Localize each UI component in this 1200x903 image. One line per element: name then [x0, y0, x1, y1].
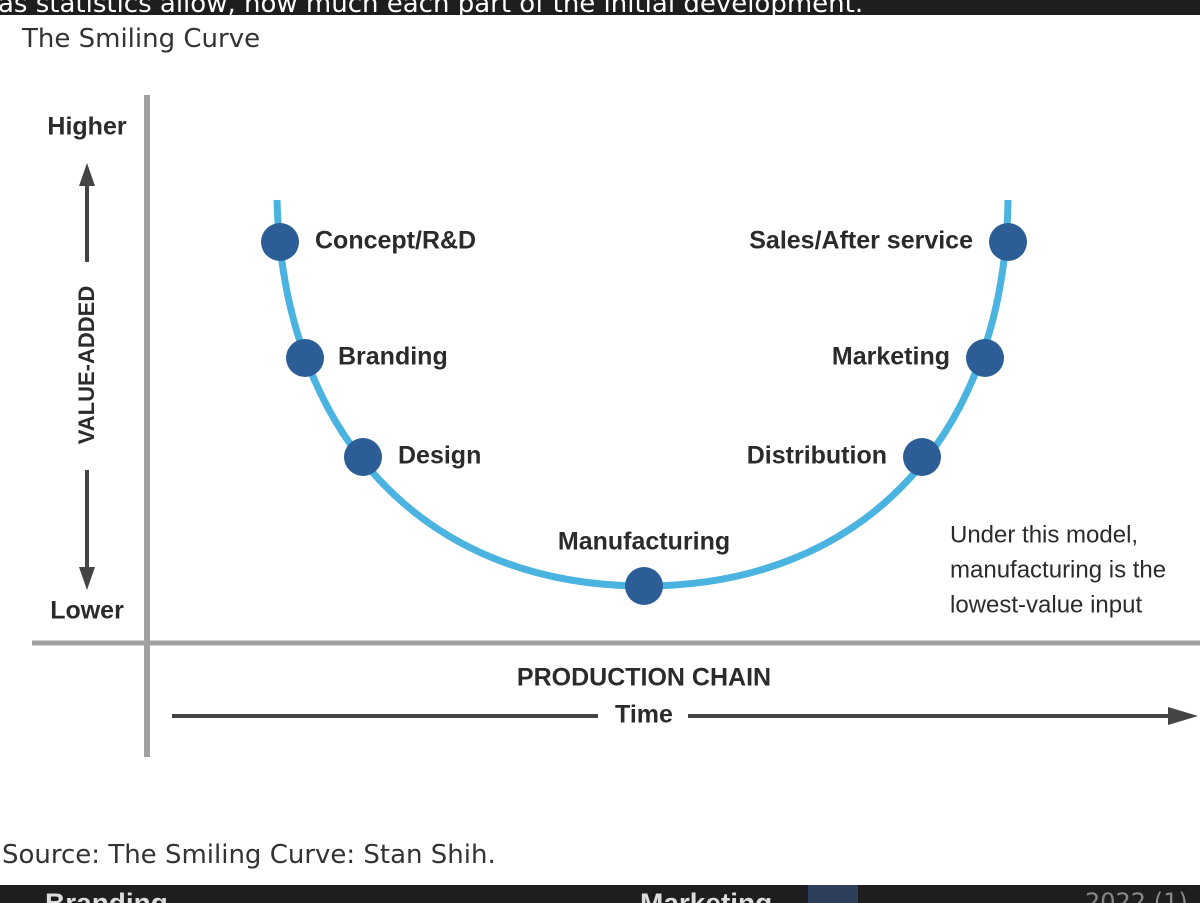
stage-label: Distribution [747, 442, 887, 470]
stage-label: Design [398, 442, 481, 470]
x-axis-label: PRODUCTION CHAIN [517, 664, 771, 692]
x-axis-sublabel: Time [615, 701, 673, 729]
source: Source: The Smiling Curve: Stan Shih. [2, 840, 496, 870]
note-line: manufacturing is the [950, 556, 1166, 583]
top-band [0, 0, 1200, 15]
footer-item: Branding [45, 887, 168, 903]
stage-dot [989, 223, 1027, 261]
footer-swatch [808, 885, 858, 903]
stage-dot [286, 339, 324, 377]
stage-dot [966, 339, 1004, 377]
y-axis-label: VALUE-ADDED [74, 286, 99, 444]
stage-label: Sales/After service [749, 227, 973, 255]
footer-item: Marketing [640, 887, 772, 903]
stage-label: Manufacturing [558, 528, 730, 556]
stage-label: Marketing [832, 343, 950, 371]
stage-label: Branding [338, 343, 448, 371]
note-line: Under this model, [950, 521, 1138, 548]
stage-label: Concept/R&D [315, 227, 476, 255]
arrowhead-down [79, 567, 95, 590]
stage-dot [625, 567, 663, 605]
stage-dot [903, 438, 941, 476]
y-top-label: Higher [47, 113, 126, 141]
title: The Smiling Curve [21, 24, 260, 54]
clipped-text: as statistics allow, how much each part … [0, 0, 863, 19]
footer-item: 2022 (1) [1085, 888, 1188, 903]
stage-dot [344, 438, 382, 476]
bottom-band [0, 885, 1200, 903]
time-arrowhead [1168, 707, 1198, 725]
stage-dots [261, 223, 1027, 605]
note-line: lowest-value input [950, 591, 1142, 618]
arrowhead-up [79, 163, 95, 186]
y-bottom-label: Lower [50, 597, 124, 625]
stage-dot [261, 223, 299, 261]
